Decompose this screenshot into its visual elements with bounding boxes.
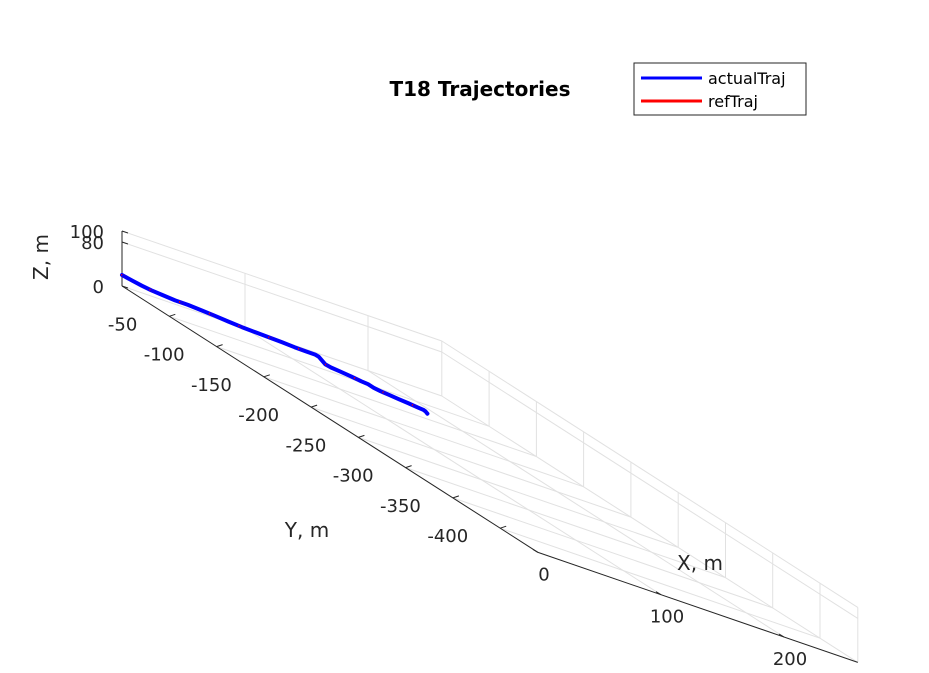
z-tick-mark xyxy=(121,230,129,234)
y-tick-label: -50 xyxy=(108,314,137,335)
series-line-actualTraj-overlay xyxy=(121,274,429,415)
y-tick-mark xyxy=(169,313,176,317)
grid-line xyxy=(367,370,785,638)
z-tick-label: 80 xyxy=(81,233,104,254)
z-tick-mark xyxy=(121,241,129,245)
legend: actualTraj refTraj xyxy=(633,62,807,116)
grid-line xyxy=(310,406,632,518)
series-layer xyxy=(120,273,430,416)
y-tick-label: -350 xyxy=(380,496,421,517)
chart-title: T18 Trajectories xyxy=(389,77,570,101)
z-tick-label: 100 xyxy=(70,222,104,243)
grid-line xyxy=(169,315,490,427)
y-tick-mark xyxy=(358,434,365,438)
x-axis-line xyxy=(537,551,858,663)
x-axis-label: X, m xyxy=(677,551,723,575)
x-tick-label: 200 xyxy=(773,649,807,670)
y-tick-mark xyxy=(263,374,270,378)
grid-line xyxy=(244,327,662,596)
y-tick-label: -250 xyxy=(286,435,327,456)
legend-label-refTraj: refTraj xyxy=(708,92,758,111)
legend-box xyxy=(633,62,807,116)
grid-line xyxy=(121,241,442,353)
grid-line xyxy=(216,346,537,457)
z-tick-mark xyxy=(121,285,129,289)
x-tick-mark xyxy=(532,548,539,553)
grid-line xyxy=(263,376,584,488)
grid-layer xyxy=(121,230,859,663)
y-axis-line xyxy=(121,285,539,553)
grid-line xyxy=(500,527,821,639)
grid-line xyxy=(452,497,773,609)
y-tick-mark xyxy=(310,404,318,408)
y-tick-mark xyxy=(500,525,507,529)
y-tick-label: -400 xyxy=(427,526,468,547)
x-tick-mark xyxy=(655,591,662,596)
grid-line xyxy=(441,351,859,619)
grid-line xyxy=(358,436,679,548)
x-tick-mark xyxy=(778,633,785,638)
grid-line xyxy=(405,467,726,579)
x-tick-label: 0 xyxy=(538,564,549,585)
y-tick-label: -100 xyxy=(144,345,185,366)
y-tick-label: -300 xyxy=(333,466,374,487)
grid-line xyxy=(441,395,859,663)
z-tick-label: 0 xyxy=(93,277,104,298)
z-axis-label: Z, m xyxy=(29,234,53,280)
grid-line xyxy=(441,340,859,608)
legend-label-actualTraj: actualTraj xyxy=(708,69,786,88)
grid-line xyxy=(121,230,442,342)
y-tick-mark xyxy=(216,344,223,348)
y-tick-label: -200 xyxy=(238,405,279,426)
y-tick-mark xyxy=(405,465,412,469)
y-tick-label: -150 xyxy=(191,375,232,396)
y-axis-label: Y, m xyxy=(284,518,329,542)
axes-layer xyxy=(121,230,858,663)
y-tick-mark xyxy=(452,495,460,499)
ticks-layer: 0 100 200 -50 -100 -150 -200 -250 -300 -350 -400 0 8… xyxy=(70,222,808,670)
x-tick-label: 100 xyxy=(650,607,684,628)
